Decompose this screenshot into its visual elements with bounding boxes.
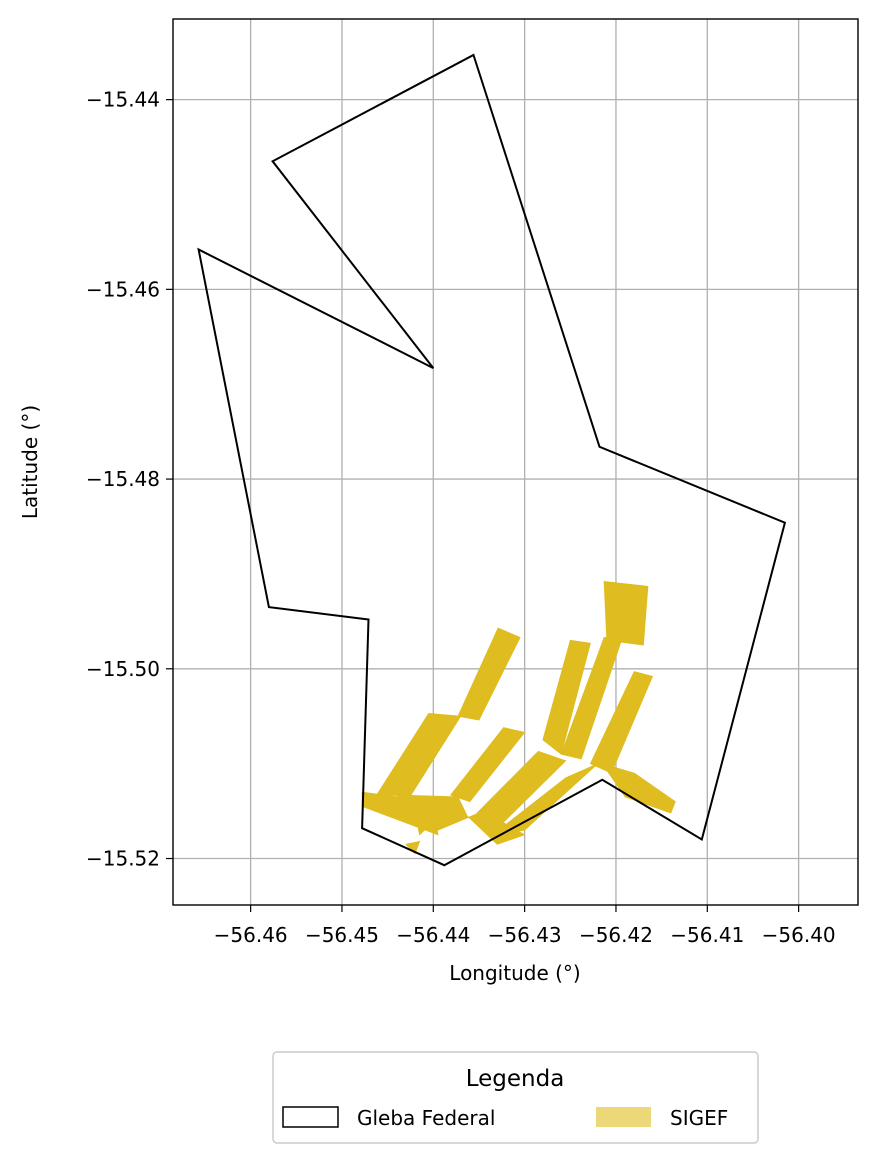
x-tick-label: −56.44: [396, 923, 470, 947]
x-tick-label: −56.46: [214, 923, 288, 947]
legend-label-gleba-federal: Gleba Federal: [357, 1106, 495, 1130]
legend-swatch-sigef: [596, 1107, 651, 1127]
x-tick-label: −56.41: [670, 923, 744, 947]
plot-frame: [172, 18, 859, 906]
y-tick-label: −15.44: [86, 88, 160, 112]
x-axis-label: Longitude (°): [449, 961, 580, 985]
gleba-federal-layer: [197, 53, 787, 867]
sigef-parcel: [375, 712, 462, 797]
y-axis-label: Latitude (°): [18, 405, 42, 519]
grid-lines: [173, 19, 858, 905]
sigef-parcel: [473, 750, 567, 834]
sigef-parcel: [601, 762, 676, 814]
y-tick-label: −15.52: [86, 847, 160, 871]
x-tick-label: −56.40: [762, 923, 836, 947]
legend: Legenda Gleba Federal SIGEF: [272, 1051, 759, 1144]
x-axis-ticks: −56.46 −56.45 −56.44 −56.43 −56.42 −56.41 −56.…: [214, 905, 836, 947]
sigef-parcel: [542, 639, 591, 755]
y-axis-ticks: −15.44 −15.46 −15.48 −15.50 −15.52: [86, 88, 173, 871]
x-tick-label: −56.45: [305, 923, 379, 947]
y-tick-label: −15.46: [86, 277, 160, 301]
sigef-parcel: [457, 627, 521, 721]
y-tick-label: −15.48: [86, 467, 160, 491]
x-tick-label: −56.43: [488, 923, 562, 947]
legend-swatch-gleba-federal: [282, 1106, 339, 1128]
y-tick-label: −15.50: [86, 657, 160, 681]
sigef-parcel: [603, 581, 649, 646]
sigef-layer: [361, 581, 676, 855]
gleba-federal-boundary: [197, 53, 787, 867]
x-tick-label: −56.42: [579, 923, 653, 947]
sigef-parcel: [589, 671, 654, 774]
legend-label-sigef: SIGEF: [670, 1106, 728, 1130]
legend-title: Legenda: [466, 1066, 565, 1092]
sigef-parcel: [450, 727, 526, 803]
